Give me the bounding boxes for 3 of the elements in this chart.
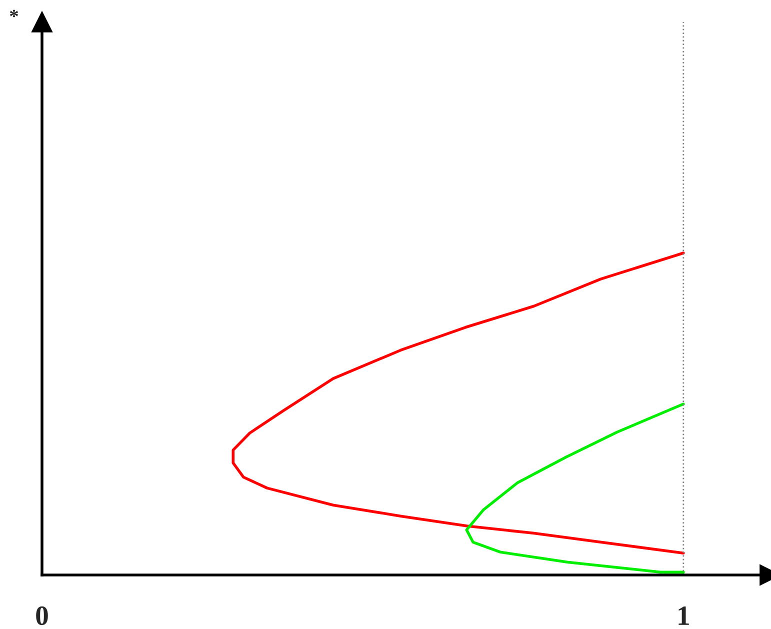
text: * <box>10 10 18 18</box>
x-tick-label: 0 <box>36 606 48 626</box>
x-tick-label: 1 <box>678 606 689 625</box>
